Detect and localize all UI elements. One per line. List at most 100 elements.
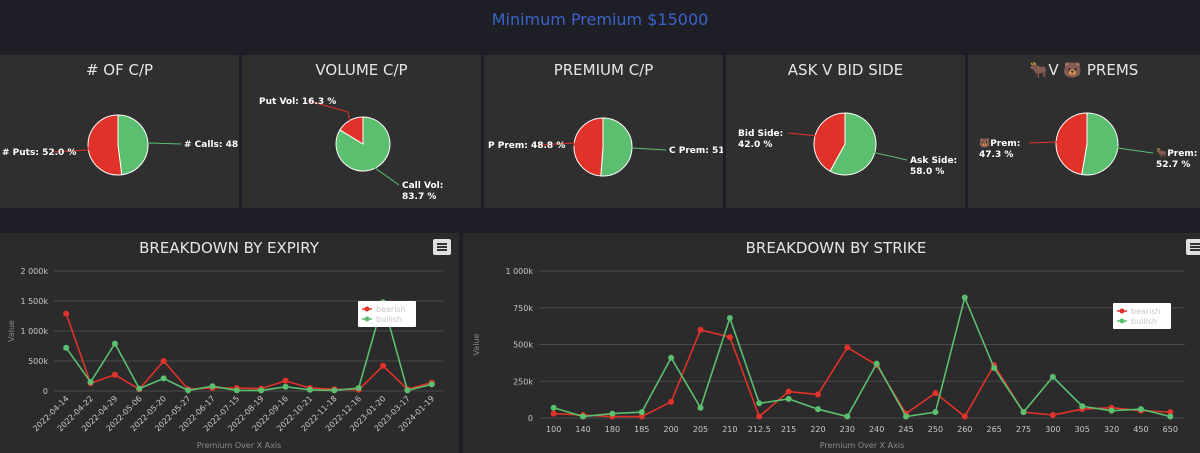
data-point-bearish[interactable] [550, 410, 557, 417]
data-point-bearish[interactable] [63, 310, 70, 317]
pie-slice[interactable] [339, 116, 364, 145]
data-point-bullish[interactable] [638, 409, 645, 416]
x-tick-label: 205 [693, 425, 708, 434]
pie-title: ASK V BID SIDE [787, 61, 904, 79]
pie-chart: 🐂Prem:52.7 % 🐻Prem:47.3 % [979, 112, 1197, 176]
data-point-bullish[interactable] [991, 365, 998, 372]
data-point-bullish[interactable] [355, 385, 362, 391]
chart-menu-button[interactable] [1186, 239, 1200, 255]
pie-slice[interactable] [1081, 112, 1119, 176]
data-point-bullish[interactable] [111, 340, 118, 347]
series-line-bearish[interactable] [65, 313, 433, 391]
data-point-bullish[interactable] [756, 400, 763, 407]
pie-panel-bull-bear: 🐂V 🐻 PREMS 🐂Prem: 52.7 % 🐻Prem: 47.3 % [968, 55, 1200, 208]
data-point-bullish[interactable] [428, 381, 435, 388]
data-point-bearish[interactable] [844, 344, 851, 351]
pie-chart: Ask Side:58.0 % Bid Side:42.0 % [738, 112, 957, 177]
x-tick-label: 260 [957, 425, 972, 434]
data-point-bullish[interactable] [697, 404, 704, 411]
data-point-bullish[interactable] [258, 387, 265, 394]
series-line-bearish[interactable] [553, 328, 1171, 418]
data-point-bearish[interactable] [282, 377, 289, 384]
pie-slice[interactable] [117, 114, 149, 176]
x-tick-label: 305 [1075, 425, 1090, 434]
data-point-bullish[interactable] [785, 395, 792, 402]
pie-slice[interactable] [87, 114, 123, 176]
data-point-bearish[interactable] [111, 371, 118, 378]
data-point-bullish[interactable] [233, 387, 240, 394]
pie-slice[interactable] [573, 117, 604, 177]
data-point-bullish[interactable] [136, 385, 143, 392]
data-point-bullish[interactable] [1137, 406, 1144, 413]
series-line-bullish[interactable] [65, 299, 433, 392]
data-point-bullish[interactable] [331, 387, 338, 394]
data-point-bearish[interactable] [726, 334, 733, 341]
data-point-bullish[interactable] [282, 383, 289, 390]
line-chart: BREAKDOWN BY STRIKE 0 250k 500k 750k 1 000k Va… [472, 239, 1185, 450]
chart-menu-button[interactable] [433, 239, 451, 255]
data-point-bullish[interactable] [903, 413, 910, 420]
data-point-bullish[interactable] [580, 413, 587, 420]
data-point-bearish[interactable] [380, 362, 387, 369]
pie-data-label: # Puts: 52.0 % [2, 148, 76, 158]
x-tick-label: 650 [1163, 425, 1178, 434]
data-point-bullish[interactable] [814, 406, 821, 413]
data-point-bullish[interactable] [1020, 409, 1027, 416]
data-point-bearish[interactable] [668, 398, 675, 405]
page-title: Minimum Premium $15000 [491, 10, 709, 29]
legend-item-bullish[interactable]: bullish [1131, 317, 1157, 326]
pie-connector [1028, 140, 1059, 144]
pie-slice[interactable] [813, 112, 846, 172]
data-point-bullish[interactable] [306, 386, 313, 393]
data-point-bearish[interactable] [1049, 412, 1056, 419]
data-point-bullish[interactable] [185, 387, 192, 394]
x-tick-label: 100 [546, 425, 561, 434]
data-point-bullish[interactable] [961, 294, 968, 301]
pie-slice[interactable] [600, 117, 633, 177]
data-point-bullish[interactable] [404, 387, 411, 394]
pie-chart: C Prem: 51. P Prem: 48.8 % [488, 117, 723, 177]
pie-connector [51, 146, 89, 153]
data-point-bullish[interactable] [1079, 403, 1086, 410]
legend-item-bearish[interactable]: bearish [1131, 307, 1161, 316]
data-point-bearish[interactable] [1167, 409, 1174, 416]
data-point-bullish[interactable] [1049, 373, 1056, 380]
legend-item-bearish[interactable]: bearish [376, 305, 406, 314]
data-point-bullish[interactable] [63, 344, 70, 351]
legend-item-bullish[interactable]: bullish [376, 315, 402, 324]
data-point-bearish[interactable] [697, 326, 704, 333]
pie-connector [147, 142, 182, 145]
x-tick-label: 180 [605, 425, 620, 434]
pie-data-label: C Prem: 51. [669, 146, 723, 156]
data-point-bullish[interactable] [844, 413, 851, 420]
x-tick-label: 275 [1016, 425, 1031, 434]
x-tick-label: 250 [928, 425, 943, 434]
data-point-bullish[interactable] [1108, 407, 1115, 414]
x-tick-label: 300 [1045, 425, 1060, 434]
data-point-bullish[interactable] [873, 360, 880, 367]
pie-data-label-value: 42.0 % [738, 140, 772, 150]
data-point-bearish[interactable] [814, 391, 821, 398]
data-point-bearish[interactable] [756, 413, 763, 420]
y-tick-label: 500k [28, 357, 48, 366]
data-point-bullish[interactable] [609, 410, 616, 417]
y-axis-title: Value [472, 333, 481, 355]
data-point-bullish[interactable] [668, 354, 675, 361]
y-axis-title: Value [7, 320, 16, 342]
data-point-bullish[interactable] [87, 379, 94, 385]
data-point-bullish[interactable] [726, 315, 733, 322]
data-point-bearish[interactable] [932, 390, 939, 397]
data-point-bullish[interactable] [1167, 413, 1174, 420]
data-point-bearish[interactable] [961, 413, 968, 420]
data-point-bearish[interactable] [638, 413, 645, 420]
data-point-bearish[interactable] [160, 358, 167, 364]
series-line-bullish[interactable] [553, 294, 1171, 418]
data-point-bullish[interactable] [160, 375, 167, 382]
pie-data-label-value: 52.7 % [1156, 160, 1190, 170]
data-point-bullish[interactable] [550, 404, 557, 411]
data-point-bearish[interactable] [785, 388, 792, 395]
data-point-bullish[interactable] [209, 383, 216, 390]
pie-slice[interactable] [1055, 112, 1088, 176]
data-point-bullish[interactable] [932, 409, 939, 416]
